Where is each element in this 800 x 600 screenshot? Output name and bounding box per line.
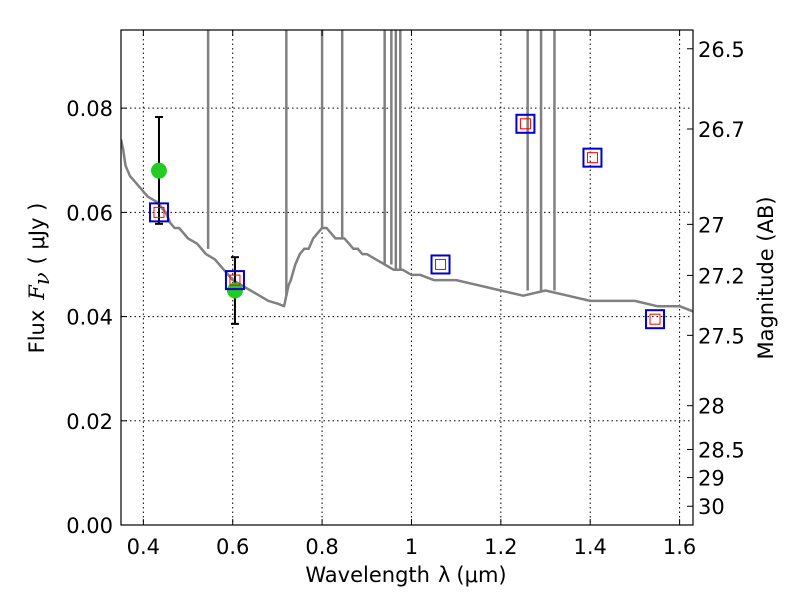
model-photometry-marker: [645, 309, 666, 330]
x-tick-label: 1.2: [484, 535, 517, 559]
model-photometry-inner-marker: [649, 313, 661, 325]
model-photometry-marker: [582, 147, 603, 168]
x-axis-ticks: 0.4 0.6 0.8 1 1.2 1.4 1.6: [127, 30, 696, 559]
y-tick-label: 0.06: [66, 201, 113, 225]
model-photometry-inner-marker: [153, 206, 165, 218]
y-axis-label: FluxFν( μJy ): [25, 203, 54, 354]
observed-flux-point: [150, 162, 167, 179]
plot-frame: [120, 29, 694, 526]
y2-tick-label: 29: [698, 467, 725, 491]
y2-tick-label: 30: [698, 495, 725, 519]
y-axis-ticks: 0.00 0.02 0.04 0.06 0.08: [66, 97, 127, 538]
x-tick-label: 1.4: [574, 535, 607, 559]
y2-tick-label: 26.5: [698, 38, 745, 62]
x-tick-label: 0.6: [216, 535, 249, 559]
y-tick-label: 0.02: [66, 410, 113, 434]
y-tick-label: 0.00: [66, 514, 113, 538]
x-axis-label: Wavelength λ (μm): [305, 563, 506, 587]
model-photometry-inner-marker: [229, 274, 241, 286]
y-tick-label: 0.08: [66, 97, 113, 121]
model-photometry-marker: [224, 270, 245, 291]
y2-tick-label: 28.5: [698, 438, 745, 462]
observed-flux-point: [226, 282, 243, 299]
y2-tick-label: 27: [698, 213, 725, 237]
grid: [121, 30, 693, 526]
y-tick-label: 0.04: [66, 306, 113, 330]
model-spectrum: [121, 30, 693, 313]
model-spectrum-line: [121, 139, 693, 313]
data-points: [148, 113, 666, 330]
model-photometry-marker: [515, 113, 536, 134]
x-tick-label: 0.8: [305, 535, 338, 559]
model-photometry-marker: [430, 254, 451, 275]
y2-tick-label: 27.2: [698, 264, 745, 288]
x-tick-label: 1: [405, 535, 418, 559]
model-photometry-marker: [148, 202, 169, 223]
x-tick-label: 0.4: [127, 535, 160, 559]
y2-axis-label: Magnitude (AB): [754, 196, 778, 359]
y2-tick-label: 27.5: [698, 324, 745, 348]
model-photometry-inner-marker: [435, 258, 447, 270]
y2-tick-label: 26.7: [698, 118, 745, 142]
x-tick-label: 1.6: [663, 535, 696, 559]
model-photometry-inner-marker: [519, 118, 531, 130]
y2-tick-label: 28: [698, 395, 725, 419]
model-photometry-inner-marker: [586, 152, 598, 164]
y2-axis-ticks: 26.5 26.7 27 27.2 27.5 28 28.5 29 30: [687, 38, 745, 519]
